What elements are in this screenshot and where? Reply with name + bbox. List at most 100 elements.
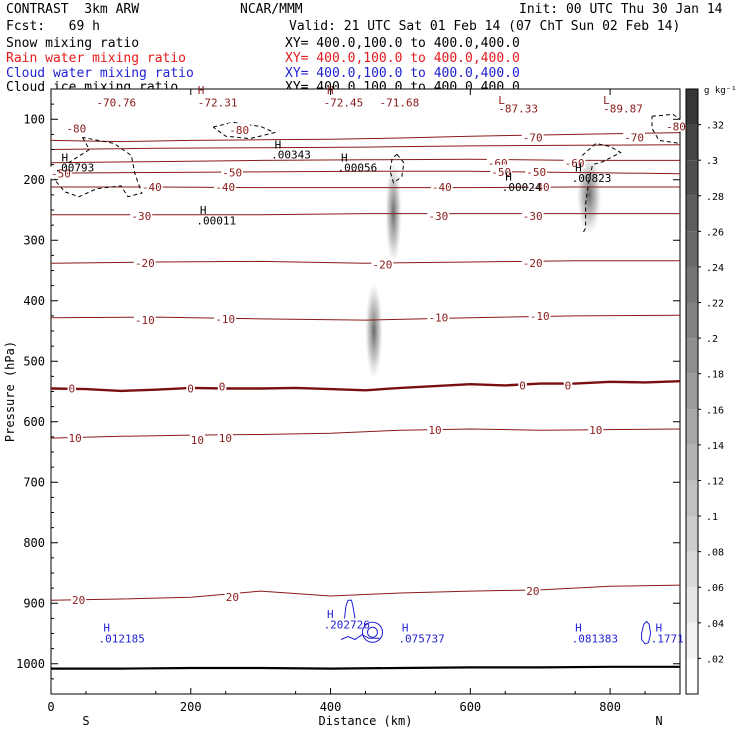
contour-label: -70 xyxy=(523,131,543,144)
extremum-label: H xyxy=(198,84,205,97)
contour-label-bg xyxy=(67,431,83,444)
contour-label-bg xyxy=(214,311,237,324)
contour-label-bg xyxy=(224,590,240,603)
extremum-label: H xyxy=(341,151,348,164)
y-tick-label: 600 xyxy=(23,415,45,429)
contour-label-bg xyxy=(518,378,527,391)
contour-label: -50 xyxy=(526,166,546,179)
cloud-water-contour xyxy=(344,599,356,619)
contour-label: 10 xyxy=(428,424,441,437)
y-tick-label: 300 xyxy=(23,233,45,247)
colorbar-swatch xyxy=(686,516,698,552)
contour-label: -60 xyxy=(565,157,585,170)
contour-label: 0 xyxy=(219,381,226,394)
cloud-water-contour xyxy=(340,634,380,641)
endpoint-label-left: S xyxy=(82,714,89,728)
contour-label-bg xyxy=(521,256,544,269)
colorbar-swatch xyxy=(686,658,698,694)
y-tick-label: 900 xyxy=(23,596,45,610)
extremum-label: .00343 xyxy=(271,148,311,161)
temperature-contour xyxy=(51,144,680,150)
colorbar-tick-label: .24 xyxy=(706,263,724,274)
extremum-label: .00823 xyxy=(572,172,612,185)
contour-label-bg xyxy=(130,209,153,222)
contour-label: -10 xyxy=(428,312,448,325)
contour-label-bg xyxy=(133,256,156,269)
contour-label: -20 xyxy=(372,258,392,271)
contour-label: -50 xyxy=(222,166,242,179)
contour-label-bg xyxy=(371,257,394,270)
contour-label-bg xyxy=(525,164,548,177)
extremum-label: .012185 xyxy=(99,632,145,645)
contour-label-bg xyxy=(50,166,72,179)
colorbar-swatch xyxy=(686,409,698,445)
colorbar-frame xyxy=(685,88,699,695)
colorbar-tick-label: .08 xyxy=(706,548,724,559)
contour-label: -40 xyxy=(215,181,235,194)
extremum-label: H xyxy=(200,204,207,217)
extremum-label: H xyxy=(103,621,110,634)
cloud-ice-contour xyxy=(581,142,622,235)
contour-label: -80 xyxy=(229,124,249,137)
colorbar-swatch xyxy=(686,302,698,339)
cloud-water-ring xyxy=(366,626,378,638)
extremum-label: L xyxy=(498,94,505,107)
contour-label-bg xyxy=(427,209,450,222)
contour-label: -40 xyxy=(530,181,550,194)
colorbar-swatch xyxy=(686,124,698,161)
colorbar-swatch xyxy=(686,622,698,659)
contour-label-bg xyxy=(427,423,443,436)
contour-label: 20 xyxy=(226,591,239,604)
colorbar-tick-label: .2 xyxy=(706,334,718,345)
extremum-label: L xyxy=(603,94,610,107)
contour-label: 0 xyxy=(565,379,572,392)
extremum-label: H xyxy=(402,621,409,634)
extremum-label: .075737 xyxy=(398,632,444,645)
contour-label-bg xyxy=(525,584,541,597)
extremum-label: H xyxy=(656,621,663,634)
extremum-label: H xyxy=(61,151,68,164)
contour-label-bg xyxy=(189,432,205,445)
extremum-label: .081383 xyxy=(572,632,618,645)
header-left-line1: CONTRAST 3km ARW xyxy=(6,2,140,17)
contour-label: -20 xyxy=(135,257,155,270)
contour-label: -70 xyxy=(624,131,644,144)
cloud-ice-contour xyxy=(651,113,680,144)
x-tick-label: 600 xyxy=(459,700,481,714)
cloud-water-ring xyxy=(361,621,383,643)
colorbar-tick-label: .32 xyxy=(706,121,724,132)
contour-label-bg xyxy=(70,593,87,606)
contour-label-bg xyxy=(528,308,551,321)
contour-label-bg xyxy=(133,313,156,326)
contour-label-bg xyxy=(665,119,687,132)
contour-label-bg xyxy=(486,155,509,168)
field-xy-rain: XY= 400.0,100.0 to 400.0,400.0 xyxy=(285,51,520,66)
contour-label: -30 xyxy=(428,210,448,223)
extremum-label: H xyxy=(275,139,282,152)
extremum-label: .00011 xyxy=(196,214,236,227)
colorbar-swatch xyxy=(686,480,698,517)
colorbar-tick-label: .04 xyxy=(706,619,724,630)
contour-label: -10 xyxy=(215,313,235,326)
contour-label: 0 xyxy=(187,382,194,395)
colorbar-swatch xyxy=(686,551,698,588)
contour-label: -80 xyxy=(66,122,86,135)
extremum-label: .202726 xyxy=(324,618,370,631)
contour-label-bg xyxy=(228,123,251,136)
contour-label-bg xyxy=(588,423,604,436)
contour-label-bg xyxy=(221,165,244,178)
colorbar-tick-label: .12 xyxy=(706,476,724,487)
field-name-snow: Snow mixing ratio xyxy=(6,36,140,51)
contour-label-bg xyxy=(490,164,513,177)
cloud-ice-contour xyxy=(212,121,277,140)
extremum-label: -72.45 xyxy=(324,96,364,109)
colorbar-tick-label: .22 xyxy=(706,299,724,310)
contour-label-bg xyxy=(67,381,77,394)
temperature-contour xyxy=(51,314,680,321)
temperature-contour xyxy=(51,260,680,264)
y-axis-label: Pressure (hPa) xyxy=(3,341,17,442)
colorbar-unit: g kg⁻¹ xyxy=(704,86,737,96)
colorbar-swatch xyxy=(686,444,698,481)
colorbar-tick-label: .28 xyxy=(706,192,724,203)
contour-label: 0 xyxy=(68,382,75,395)
